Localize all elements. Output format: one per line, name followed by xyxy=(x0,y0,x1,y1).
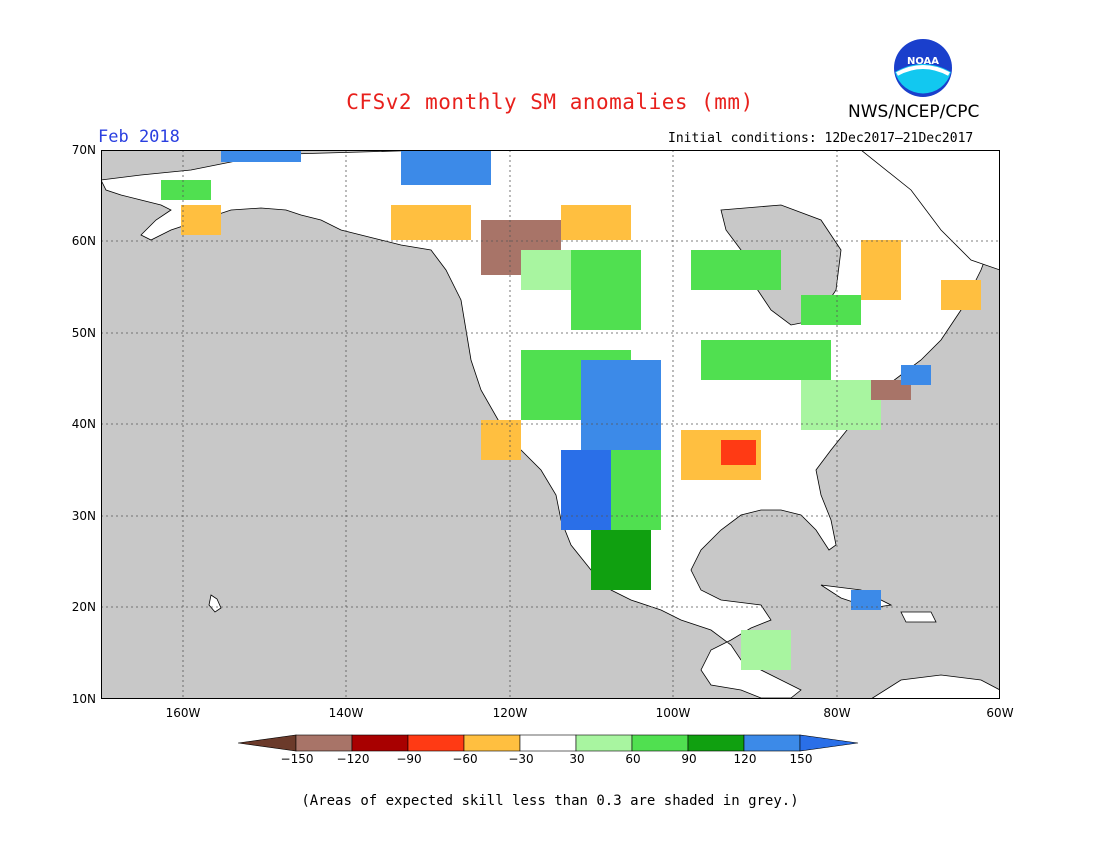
forecast-month: Feb 2018 xyxy=(98,127,180,147)
colorbar-tick: 150 xyxy=(789,752,813,766)
colorbar-segment xyxy=(295,734,353,752)
lat-label-10n: 10N xyxy=(71,692,96,706)
colorbar-tick: −120 xyxy=(336,752,370,766)
lon-label-60w: 60W xyxy=(986,706,1014,720)
colorbar-segment xyxy=(631,734,689,752)
colorbar-tick: 30 xyxy=(569,752,585,766)
colorbar-segment xyxy=(463,734,521,752)
anomaly-map xyxy=(101,150,1000,699)
svg-text:NOAA: NOAA xyxy=(907,56,939,67)
lat-label-50n: 50N xyxy=(71,326,96,340)
south-america xyxy=(870,674,1000,699)
colorbar-arrow-high xyxy=(799,734,859,752)
colorbar-segment xyxy=(575,734,633,752)
lat-label-30n: 30N xyxy=(71,509,96,523)
lat-label-60n: 60N xyxy=(71,234,96,248)
skill-footnote: (Areas of expected skill less than 0.3 a… xyxy=(301,793,799,809)
colorbar-tick: −60 xyxy=(452,752,478,766)
colorbar-segment xyxy=(407,734,465,752)
colorbar-tick: 90 xyxy=(681,752,697,766)
colorbar-arrow-low xyxy=(238,734,297,752)
lat-label-20n: 20N xyxy=(71,600,96,614)
anomaly-patches xyxy=(161,150,981,670)
colorbar-tick: 120 xyxy=(733,752,757,766)
colorbar-segment xyxy=(351,734,409,752)
lon-label-160w: 160W xyxy=(165,706,201,720)
colorbar-tick: −90 xyxy=(396,752,422,766)
colorbar-segment xyxy=(687,734,745,752)
colorbar-segment xyxy=(519,734,577,752)
hawaii xyxy=(208,594,222,613)
colorbar-tick: −30 xyxy=(508,752,534,766)
greenland xyxy=(860,150,1000,271)
lon-label-140w: 140W xyxy=(328,706,364,720)
noaa-logo: NOAA xyxy=(893,38,953,98)
colorbar-segment xyxy=(743,734,801,752)
lon-label-80w: 80W xyxy=(823,706,851,720)
initial-conditions: Initial conditions: 12Dec2017–21Dec2017 xyxy=(668,131,974,146)
agency-label: NWS/NCEP/CPC xyxy=(848,102,980,122)
lat-label-40n: 40N xyxy=(71,417,96,431)
lat-label-70n: 70N xyxy=(71,143,96,157)
map-title: CFSv2 monthly SM anomalies (mm) xyxy=(346,90,754,114)
colorbar xyxy=(238,734,859,752)
colorbar-tick: 60 xyxy=(625,752,641,766)
colorbar-tick: −150 xyxy=(280,752,314,766)
graticule xyxy=(101,150,1000,699)
lon-label-100w: 100W xyxy=(655,706,691,720)
lon-label-120w: 120W xyxy=(492,706,528,720)
hispaniola xyxy=(900,611,937,623)
